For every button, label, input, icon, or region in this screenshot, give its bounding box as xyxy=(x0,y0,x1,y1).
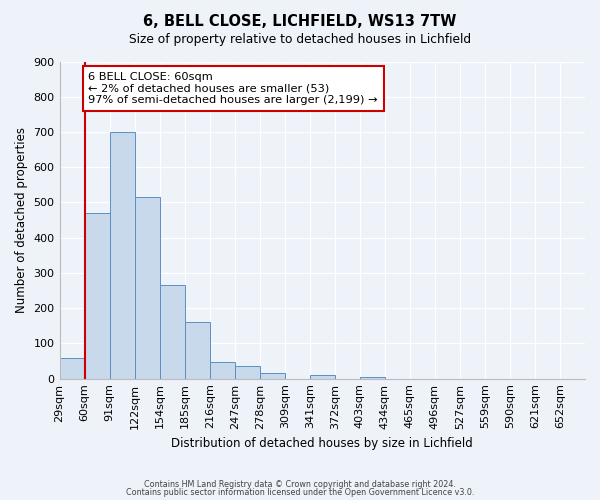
Bar xyxy=(59,358,85,378)
Text: Contains public sector information licensed under the Open Government Licence v3: Contains public sector information licen… xyxy=(126,488,474,497)
Bar xyxy=(110,132,134,378)
X-axis label: Distribution of detached houses by size in Lichfield: Distribution of detached houses by size … xyxy=(172,437,473,450)
Bar xyxy=(160,286,185,378)
Bar xyxy=(260,374,285,378)
Text: Contains HM Land Registry data © Crown copyright and database right 2024.: Contains HM Land Registry data © Crown c… xyxy=(144,480,456,489)
Bar xyxy=(209,362,235,378)
Bar xyxy=(235,366,260,378)
Bar xyxy=(85,213,110,378)
Text: Size of property relative to detached houses in Lichfield: Size of property relative to detached ho… xyxy=(129,32,471,46)
Bar xyxy=(310,375,335,378)
Text: 6 BELL CLOSE: 60sqm
← 2% of detached houses are smaller (53)
97% of semi-detache: 6 BELL CLOSE: 60sqm ← 2% of detached hou… xyxy=(88,72,378,106)
Bar xyxy=(185,322,209,378)
Bar xyxy=(360,377,385,378)
Y-axis label: Number of detached properties: Number of detached properties xyxy=(15,127,28,313)
Text: 6, BELL CLOSE, LICHFIELD, WS13 7TW: 6, BELL CLOSE, LICHFIELD, WS13 7TW xyxy=(143,14,457,29)
Bar xyxy=(134,197,160,378)
